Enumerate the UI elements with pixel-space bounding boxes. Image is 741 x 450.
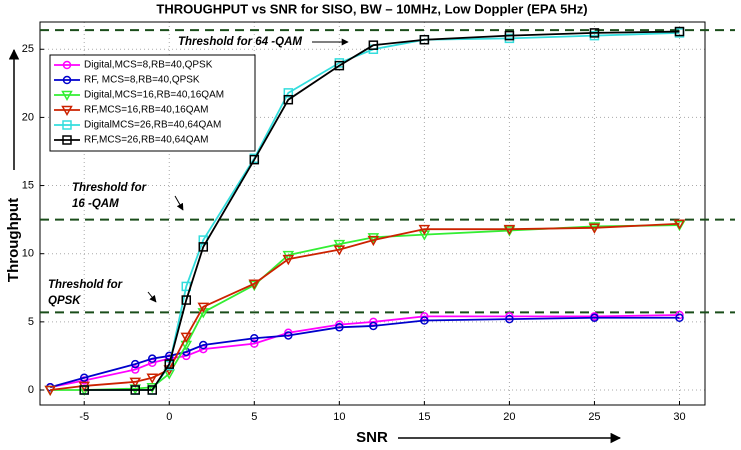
- data-point: [250, 333, 259, 343]
- annotation-arrow: [147, 291, 157, 303]
- data-point: [283, 88, 294, 98]
- y-axis-label: Throughput: [5, 198, 22, 282]
- data-point: [44, 385, 56, 397]
- series-line: [50, 314, 680, 389]
- x-tick-label: 0: [166, 411, 172, 423]
- data-point: [79, 385, 89, 395]
- data-point: [129, 377, 142, 388]
- data-point: [130, 365, 140, 374]
- data-point: [146, 373, 159, 384]
- data-point: [164, 359, 175, 369]
- legend-label: DigitalMCS=26,RB=40,64QAM: [84, 120, 221, 131]
- annotation: Threshold for: [72, 182, 147, 194]
- annotation: Threshold for: [48, 279, 123, 291]
- data-point: [147, 385, 158, 395]
- data-point: [590, 313, 599, 323]
- data-point: [199, 340, 208, 350]
- x-tick-label: 15: [418, 411, 430, 423]
- series-line: [50, 224, 680, 391]
- x-tick-label: 20: [503, 411, 515, 423]
- data-point: [503, 224, 516, 236]
- annotation: 16 -QAM: [72, 198, 119, 210]
- data-point: [418, 230, 431, 241]
- y-tick-label: 10: [22, 248, 34, 260]
- data-point: [368, 40, 379, 50]
- data-point: [130, 385, 140, 395]
- series-line: [50, 222, 680, 391]
- data-point: [675, 313, 684, 323]
- y-tick-label: 20: [22, 111, 34, 123]
- data-point: [79, 373, 89, 382]
- y-tick-label: 0: [28, 384, 34, 396]
- x-axis-label: SNR: [356, 429, 388, 446]
- annotation-arrow: [174, 195, 184, 211]
- legend-marker: [62, 60, 72, 70]
- data-point: [367, 235, 380, 247]
- y-tick-label: 25: [22, 43, 34, 55]
- legend-marker: [61, 105, 73, 117]
- data-point: [197, 302, 210, 313]
- x-tick-label: 5: [251, 411, 257, 423]
- legend-marker: [61, 90, 73, 102]
- plot-frame: [39, 21, 706, 406]
- data-point: [504, 30, 515, 41]
- data-point: [250, 339, 259, 348]
- data-point: [419, 34, 430, 45]
- data-point: [420, 316, 429, 325]
- data-point: [335, 323, 344, 332]
- y-tick-label: 5: [28, 316, 34, 328]
- data-point: [180, 332, 193, 343]
- annotation: QPSK: [48, 295, 81, 307]
- data-point: [130, 359, 140, 369]
- data-point: [673, 219, 686, 230]
- data-point: [197, 308, 210, 319]
- legend-box: [49, 54, 256, 152]
- x-tick-label: 25: [588, 411, 600, 423]
- x-tick-label: -5: [79, 411, 89, 423]
- annotation: Threshold for 64 -QAM: [178, 36, 302, 48]
- data-point: [674, 26, 685, 37]
- legend-label: RF, MCS=8,RB=40,QPSK: [84, 75, 200, 86]
- data-point: [334, 60, 345, 71]
- x-tick-label: 10: [333, 411, 345, 423]
- legend-label: RF,MCS=16,RB=40,16QAM: [84, 105, 209, 116]
- legend-label: Digital,MCS=16,RB=40,16QAM: [84, 90, 224, 101]
- legend-label: RF,MCS=26,RB=40,64QAM: [84, 135, 209, 146]
- data-point: [333, 239, 346, 251]
- data-point: [282, 254, 295, 266]
- data-point: [589, 28, 600, 38]
- legend-marker: [62, 120, 72, 130]
- data-point: [248, 279, 261, 290]
- data-point: [249, 154, 260, 165]
- legend-marker: [62, 75, 72, 85]
- data-point: [369, 321, 378, 331]
- data-point: [367, 233, 380, 244]
- data-point: [284, 331, 293, 340]
- data-point: [333, 245, 346, 256]
- legend-label: Digital,MCS=8,RB=40,QPSK: [84, 60, 213, 71]
- data-point: [418, 224, 431, 236]
- data-point: [148, 354, 157, 363]
- data-point: [588, 223, 601, 234]
- data-point: [505, 314, 514, 324]
- legend-marker: [62, 135, 72, 145]
- series-line: [49, 316, 680, 389]
- chart-title: THROUGHPUT vs SNR for SISO, BW – 10MHz, …: [156, 1, 587, 16]
- y-tick-label: 15: [22, 179, 34, 191]
- data-point: [181, 295, 192, 305]
- data-point: [283, 94, 294, 105]
- data-point: [198, 242, 209, 252]
- x-tick-label: 30: [673, 411, 685, 423]
